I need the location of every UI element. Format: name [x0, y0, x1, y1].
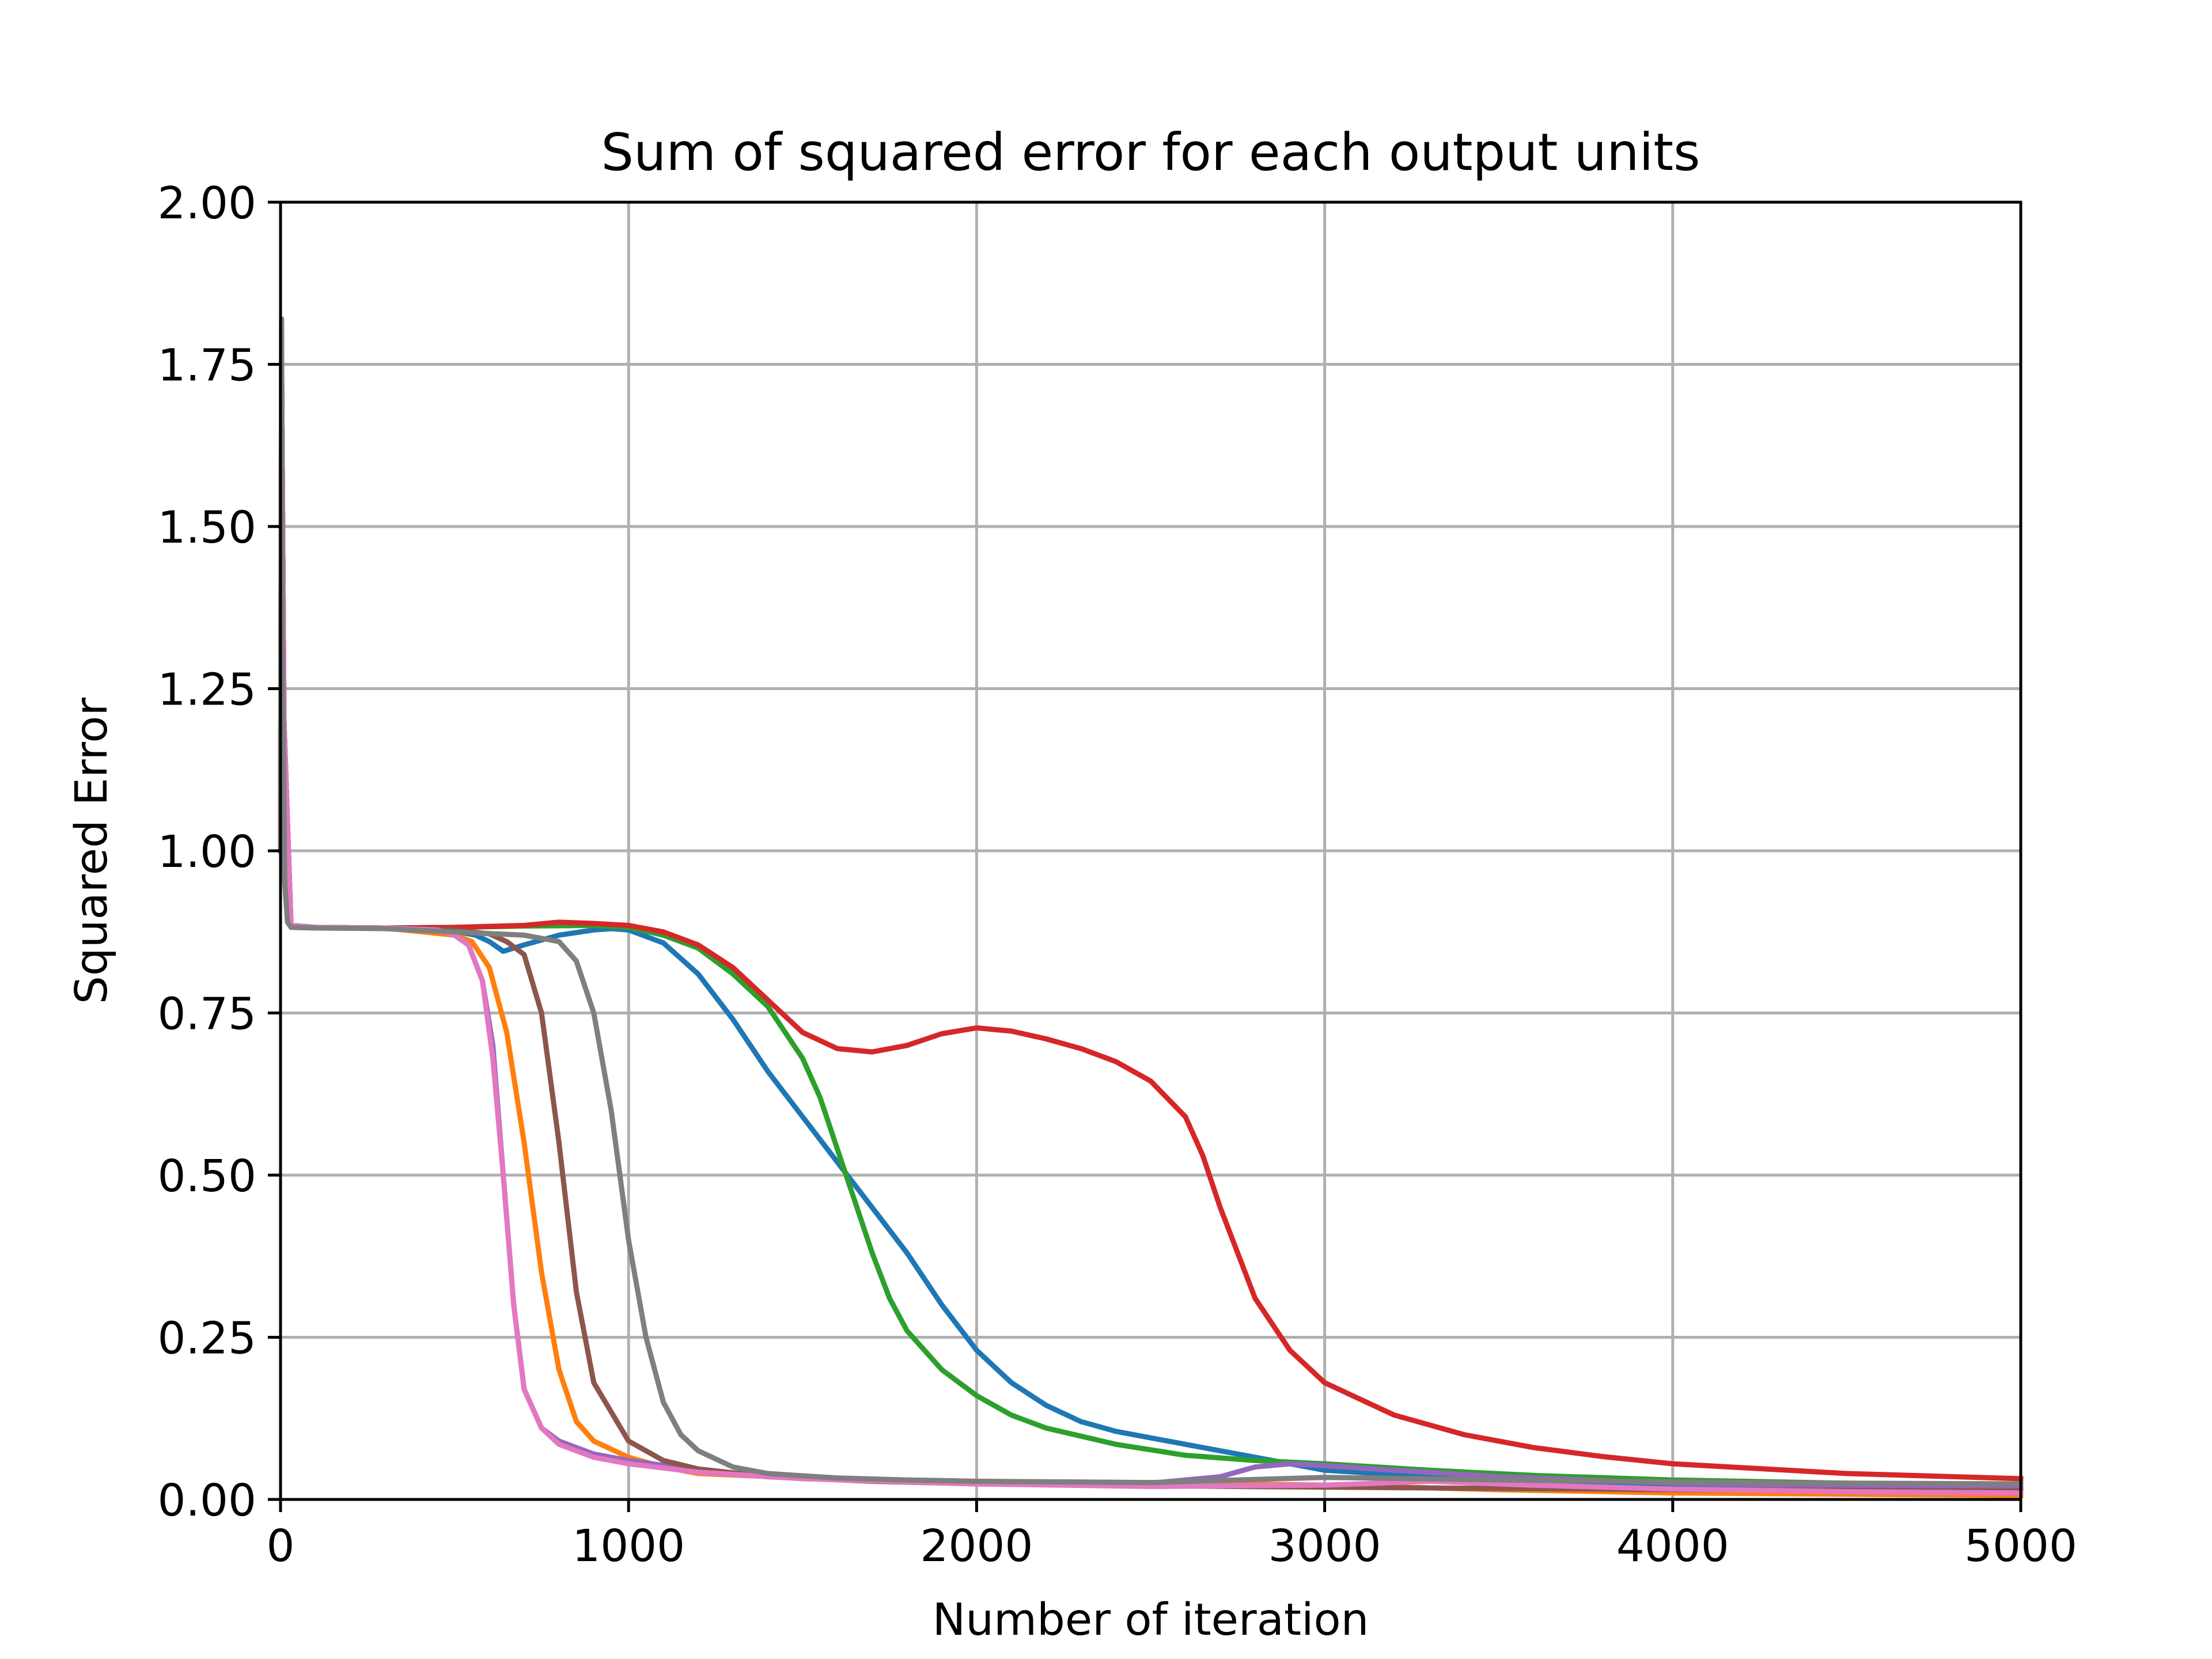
- x-tick-label: 0: [267, 1521, 295, 1572]
- chart-title: Sum of squared error for each output uni…: [601, 122, 1700, 182]
- y-tick-label: 1.25: [158, 665, 256, 716]
- y-tick-label: 1.50: [158, 502, 256, 554]
- y-tick-label: 0.75: [158, 989, 256, 1040]
- series-lines: [278, 316, 2024, 1498]
- x-tick-label: 4000: [1616, 1521, 1729, 1572]
- y-axis-label: Squared Error: [66, 698, 118, 1004]
- ticks: 0 1000 2000 3000 4000 5000 0.00 0.25 0.50 0.75 1.0…: [158, 178, 2077, 1572]
- y-tick-label: 1.75: [158, 340, 256, 392]
- x-tick-label: 3000: [1268, 1521, 1381, 1572]
- x-tick-label: 1000: [572, 1521, 685, 1572]
- series-line-4: [278, 362, 2024, 1482]
- y-tick-label: 1.00: [158, 827, 256, 878]
- x-axis-label: Number of iteration: [933, 1594, 1369, 1646]
- y-tick-label: 0.25: [158, 1313, 256, 1365]
- y-tick-label: 0.50: [158, 1151, 256, 1202]
- y-tick-label: 0.00: [158, 1475, 256, 1527]
- x-tick-label: 2000: [920, 1521, 1033, 1572]
- y-tick-label: 2.00: [158, 178, 256, 229]
- series-line-8: [278, 316, 2024, 1487]
- x-tick-label: 5000: [1964, 1521, 2077, 1572]
